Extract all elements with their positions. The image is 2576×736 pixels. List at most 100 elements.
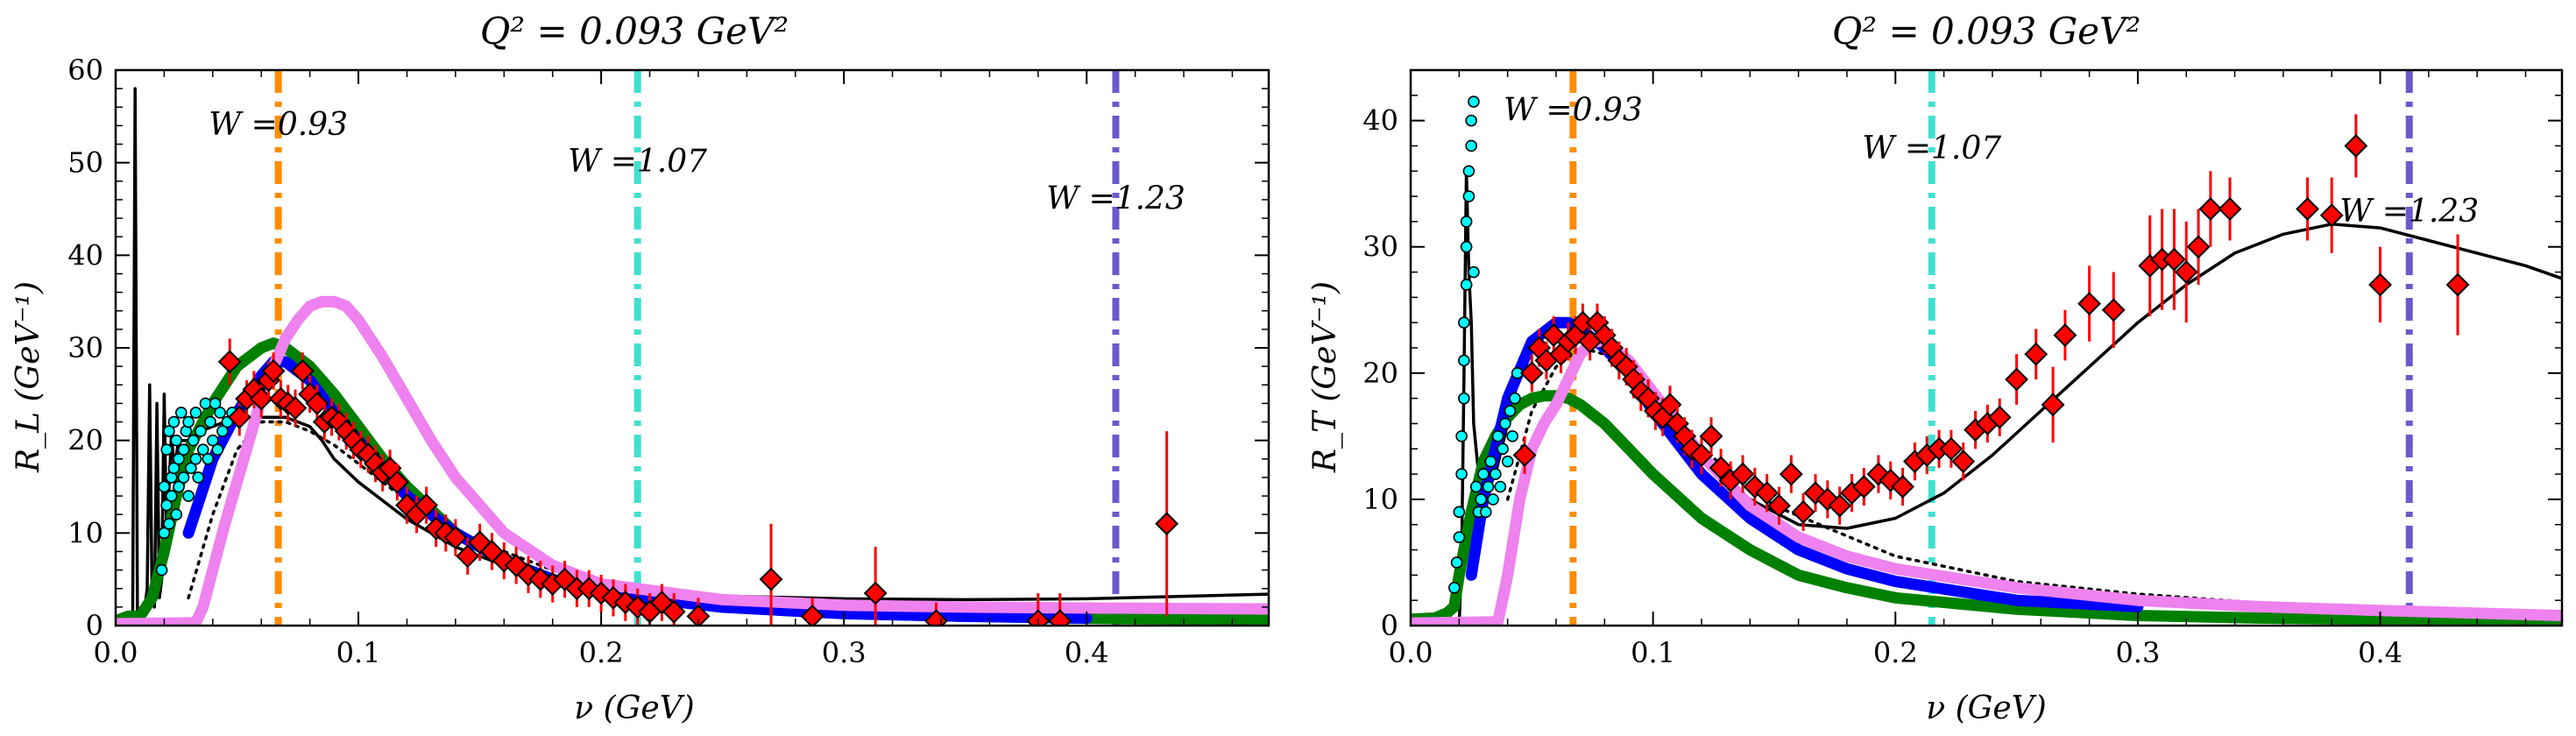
data-point-circle [192,471,204,484]
data-point-circle [163,425,175,437]
data-point-circle [1453,506,1466,519]
data-point-diamond [443,526,468,550]
data-point-diamond [2445,272,2470,297]
data-point-diamond [1155,512,1179,536]
x-tick-label: 0.0 [94,636,138,669]
data-point-diamond [1026,609,1051,626]
data-point-diamond [217,350,242,374]
panel-title: Q² = 0.093 GeV² [1832,10,2141,53]
data-point-diamond [800,605,824,626]
data-point-diamond [2077,292,2101,315]
data-point-diamond [2162,247,2186,272]
data-point-circle [189,407,202,419]
data-point-circle [1455,468,1468,480]
data-point-circle [1479,506,1492,519]
data-point-diamond [1987,405,2012,429]
data-point-diamond [1709,456,1733,480]
y-tick-label: 40 [1362,104,1398,138]
data-point-circle [1468,265,1480,279]
y-tick-label: 20 [67,424,103,457]
plot-area: W =0.93 W =1.07 W =1.23 0.0 0.1 0.2 0.3 0.4 0 10 2… [67,53,1270,669]
data-point-diamond [1939,436,1964,461]
data-point-circle [160,443,173,456]
data-point-circle [199,397,212,410]
data-point-circle [182,490,195,502]
data-point-diamond [2368,272,2392,297]
panel-rl: Q² = 0.093 GeV² ν (GeV) R_L (GeV⁻¹) W =0… [11,10,1270,726]
data-point-diamond [2344,134,2368,158]
panel-title: Q² = 0.093 GeV² [480,10,789,53]
data-point-circle [1499,417,1511,430]
data-point-circle [1487,493,1499,506]
x-tick-label: 0.4 [2358,636,2403,669]
plot-clip [1411,70,2562,626]
data-point-circle [1460,216,1473,228]
data-point-circle [1465,139,1477,152]
data-point-diamond [1791,499,1815,524]
data-point-circle [195,425,207,437]
data-point-circle [175,407,188,419]
data-point-diamond [385,470,409,494]
data-point-circle [1477,468,1490,480]
data-point-circle [1447,581,1461,594]
data-point-circle [1501,455,1514,468]
panel-rt: Q² = 0.093 GeV² ν (GeV) R_T (GeV⁻¹) W =0… [1307,10,2564,726]
data-point-diamond [2198,197,2223,221]
data-point-diamond [2218,197,2242,221]
data-point-diamond [1730,462,1755,486]
data-point-circle [170,508,183,521]
data-point-circle [158,480,171,493]
data-point-circle [189,452,202,465]
data-point-diamond [305,391,329,415]
y-axis-label: R_T (GeV⁻¹) [1307,281,1343,473]
data-point-circle [1465,114,1477,127]
data-point-diamond [2296,197,2319,221]
data-point-circle [167,462,180,475]
data-point-circle [1494,480,1507,493]
y-tick-label: 30 [1362,230,1398,264]
data-point-circle [1462,190,1476,202]
y-axis-label: R_L (GeV⁻¹) [11,281,46,473]
x-tick-label: 0.2 [1873,636,1918,669]
x-axis-label: ν (GeV) [574,690,694,726]
data-point-diamond [2101,298,2126,322]
x-tick-label: 0.0 [1389,636,1433,669]
data-point-circle [165,490,178,502]
data-point-diamond [1755,481,1780,506]
y-tick-label: 10 [1362,483,1398,516]
data-point-diamond [1891,475,1914,499]
data-point-circle [177,443,190,456]
data-point-diamond [1048,609,1072,626]
data-point-circle [196,443,209,456]
data-point-diamond [2041,393,2065,417]
data-point-circle [185,462,197,475]
data-point-circle [211,443,224,456]
data-point-circle [160,499,173,512]
series-line-1 [1411,390,2562,626]
data-point-diamond [1519,361,1544,386]
data-point-diamond [283,396,308,421]
data-point-circle [155,563,168,577]
data-point-circle [1450,556,1463,569]
data-point-diamond [290,359,315,383]
data-point-diamond [2186,235,2211,259]
y-tick-label: 40 [67,238,103,272]
w-annotation: W =0.93 [209,107,348,143]
series-line-1 [116,337,1269,626]
data-point-circle [214,407,226,419]
data-point-diamond [261,359,286,383]
x-tick-label: 0.2 [579,636,624,669]
data-point-circle [1482,480,1495,493]
data-point-circle [177,471,190,484]
x-tick-label: 0.1 [1631,636,1675,669]
data-point-circle [1469,480,1483,493]
data-point-circle [207,434,219,447]
w-annotation: W =0.93 [1504,93,1643,129]
data-point-circle [204,415,216,428]
data-point-circle [173,480,185,493]
data-point-circle [1475,493,1488,506]
data-point-circle [216,425,229,437]
data-point-circle [1490,468,1502,480]
w-annotation: W =1.23 [2339,194,2479,230]
data-point-diamond [1767,493,1791,518]
